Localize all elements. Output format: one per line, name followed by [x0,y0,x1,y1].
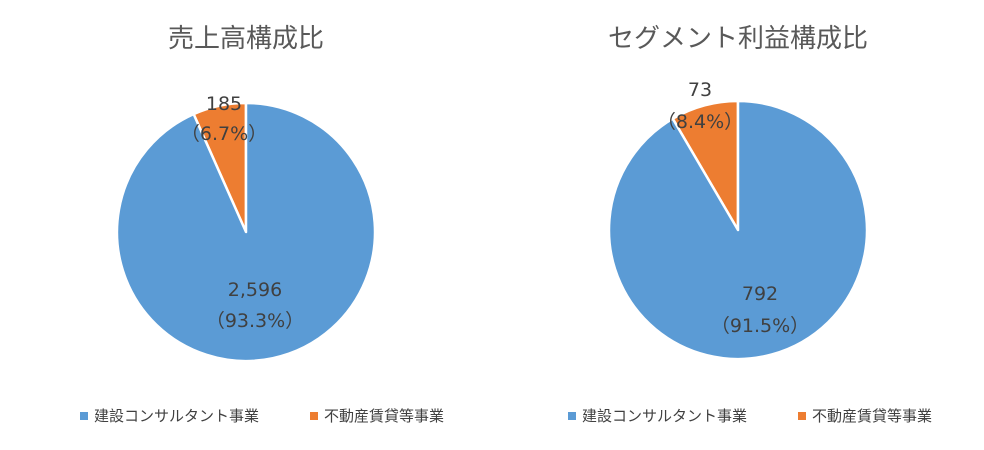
data-label-percent: （6.7%） [181,123,267,145]
data-label-value: 185 [206,93,242,115]
data-label-percent: （8.4%） [657,111,743,133]
legend-swatch [568,412,576,420]
legend-entry: 建設コンサルタント事業 [94,407,259,425]
legend-swatch [310,412,318,420]
data-label-value: 792 [742,283,778,305]
legend-swatch [798,412,806,420]
legend-entry: 建設コンサルタント事業 [582,407,747,425]
sales-composition-chart: 売上高構成比 185 （6.7%） 2,596 （93.3%） 建設コンサルタント事業 不動… [80,24,444,425]
data-label-percent: （93.3%） [206,310,304,332]
pie-slice-construction-consulting [115,101,377,363]
segment-profit-composition-chart: セグメント利益構成比 73 （8.4%） 792 （91.5%） 建設コンサルタント事業 不… [568,24,932,425]
data-label-value: 73 [688,79,712,101]
data-label-percent: （91.5%） [711,315,809,337]
chart-title: 売上高構成比 [168,24,324,54]
legend-swatch [80,412,88,420]
pie-slice-construction-consulting [607,99,869,361]
legend-entry: 不動産賃貸等事業 [812,407,932,425]
chart-title: セグメント利益構成比 [608,24,868,54]
legend-entry: 不動産賃貸等事業 [324,407,444,425]
data-label-value: 2,596 [228,279,282,301]
